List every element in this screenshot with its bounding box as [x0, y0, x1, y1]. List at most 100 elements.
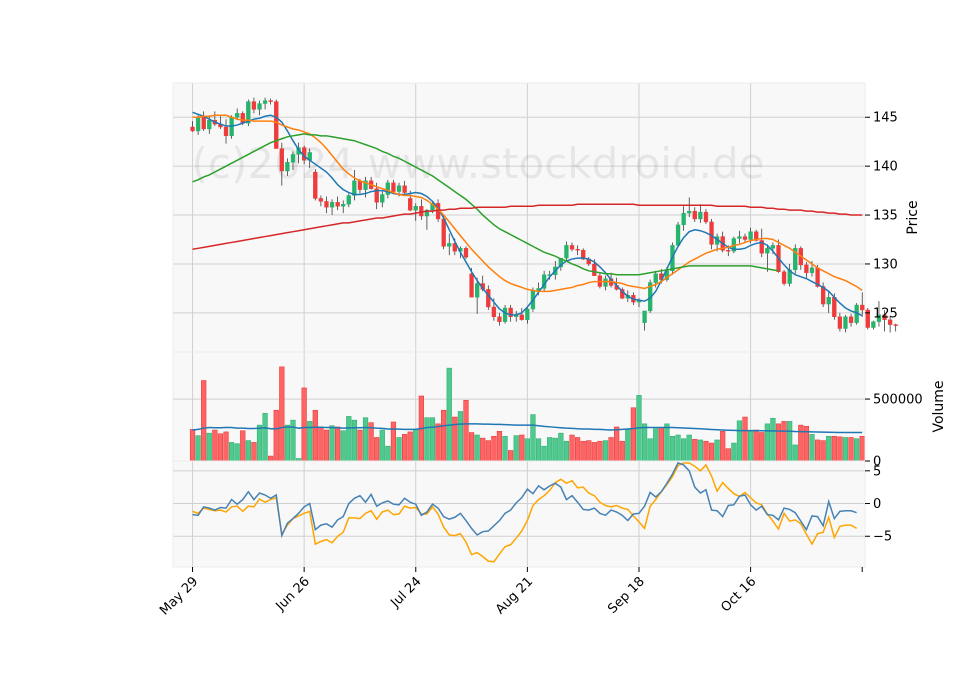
candle-body: [268, 100, 273, 102]
candle-body: [413, 206, 418, 211]
volume-bar: [217, 433, 224, 462]
candle-body: [240, 113, 245, 124]
volume-bar: [229, 442, 235, 462]
candle-body: [876, 314, 882, 322]
volume-bar: [318, 427, 324, 462]
volume-bar: [703, 440, 709, 462]
volume-bar: [335, 426, 341, 462]
candle-body: [692, 210, 697, 220]
volume-bar: [256, 424, 263, 462]
volume-bar: [362, 417, 369, 462]
volume-bar: [714, 439, 720, 462]
volume-bar: [446, 367, 452, 462]
candle-body: [257, 103, 262, 110]
candle-body: [865, 309, 870, 328]
volume-bar: [641, 423, 648, 462]
volume-bar: [826, 435, 832, 462]
candle-body: [313, 171, 318, 199]
candle-body: [357, 180, 363, 190]
candle-body: [447, 243, 452, 247]
volume-bar: [614, 426, 620, 462]
indicator-ytick-label: 5: [873, 464, 881, 479]
candle-body: [324, 201, 329, 208]
volume-bar: [223, 431, 229, 462]
volume-bar: [597, 440, 603, 462]
volume-bar: [491, 435, 497, 462]
candle-body: [893, 324, 898, 326]
volume-bar: [189, 429, 196, 462]
volume-bar: [809, 434, 815, 462]
volume-bar: [346, 416, 352, 462]
candle-body: [474, 283, 480, 298]
price-axis-title: Price: [905, 200, 921, 234]
volume-bar: [736, 420, 743, 462]
candle-body: [809, 267, 815, 273]
volume-bar: [586, 440, 592, 462]
candle-body: [463, 248, 469, 258]
candle-body: [346, 195, 351, 205]
volume-bar: [708, 442, 715, 462]
candle-body: [558, 257, 564, 268]
volume-bar: [580, 440, 586, 462]
volume-bar: [837, 436, 843, 462]
volume-bar: [859, 435, 865, 462]
volume-bar: [396, 437, 402, 462]
volume-bar: [485, 440, 491, 462]
candle-body: [363, 180, 368, 190]
candle-body: [575, 249, 580, 251]
volume-bar: [195, 435, 201, 462]
candle-body: [352, 180, 357, 196]
candle-body: [832, 297, 837, 317]
candle-body: [201, 117, 206, 130]
volume-bar: [251, 442, 257, 462]
moving-average-line: [192, 111, 863, 317]
volume-bar: [658, 427, 664, 462]
candle-body: [770, 245, 776, 249]
candle-body: [508, 307, 513, 317]
candle-body: [860, 304, 865, 311]
candle-body: [519, 314, 524, 320]
candle-body: [402, 185, 407, 193]
volume-bar: [513, 435, 519, 462]
volume-bar: [385, 445, 391, 462]
volume-bar: [402, 434, 408, 462]
x-tick-label: Aug 21: [493, 574, 536, 617]
volume-bar: [273, 409, 279, 462]
candle-body: [290, 154, 296, 163]
volume-bar: [563, 440, 570, 462]
candle-body: [329, 202, 335, 208]
candle-body: [793, 248, 798, 271]
volume-bar: [664, 423, 670, 462]
candle-body: [826, 297, 831, 305]
volume-bar: [787, 421, 793, 462]
candle-body: [709, 221, 714, 245]
candle-body: [207, 119, 212, 130]
moving-average-line: [192, 133, 779, 276]
candle-body: [642, 310, 647, 323]
volume-bar: [591, 442, 597, 462]
x-tick-label: Jul 24: [388, 574, 425, 611]
x-tick-label: May 29: [157, 574, 201, 618]
candle-body: [502, 307, 508, 322]
candle-body: [843, 316, 848, 329]
price-ytick-label: 130: [873, 257, 898, 272]
volume-bar: [854, 438, 860, 462]
volume-bar: [301, 387, 307, 462]
volume-bar: [268, 455, 274, 462]
candle-body: [592, 263, 597, 276]
price-ytick-label: 125: [873, 306, 898, 321]
volume-bar: [725, 448, 731, 462]
candle-body: [190, 126, 195, 132]
candle-body: [581, 250, 586, 260]
volume-bar: [753, 429, 759, 462]
volume-bar: [731, 442, 737, 462]
candle-body: [781, 271, 787, 284]
candle-body: [804, 264, 809, 273]
candle-body: [341, 204, 346, 207]
volume-bar: [569, 434, 575, 462]
volume-bar: [608, 437, 614, 462]
volume-bar: [831, 435, 837, 462]
volume-bar: [764, 423, 770, 462]
candle-body: [262, 100, 268, 104]
